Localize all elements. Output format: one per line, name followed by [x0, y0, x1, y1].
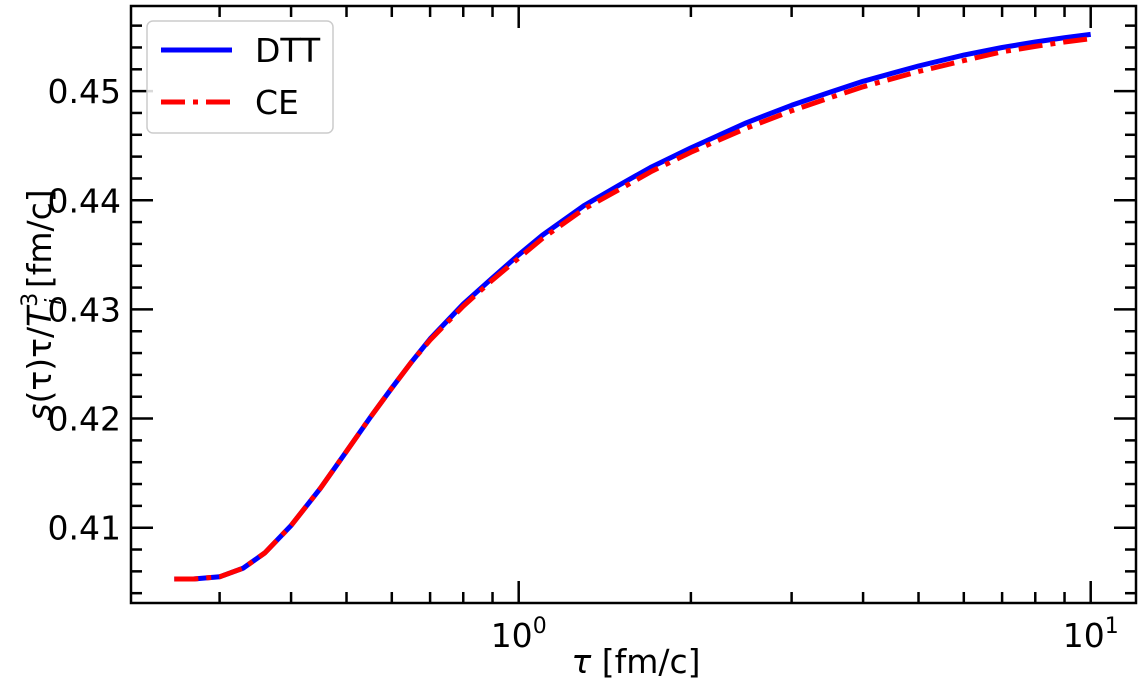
- legend-label-ce: CE: [255, 83, 299, 122]
- y-tick-label: 0.43: [48, 290, 121, 329]
- x-axis-unit: [fm/c]: [591, 642, 700, 681]
- y-tick-label: 0.41: [48, 509, 121, 548]
- y-tick-label: 0.45: [48, 72, 121, 111]
- y-axis-T: T: [20, 304, 59, 327]
- x-axis-symbol: τ: [571, 642, 592, 681]
- legend: DTT CE: [146, 20, 334, 134]
- ticks-group: [131, 6, 1136, 603]
- series-line-dtt: [174, 31, 1092, 582]
- y-tick-label: 0.44: [48, 181, 121, 220]
- x-tick-label: 100: [491, 614, 547, 655]
- x-tick-label: 101: [1063, 614, 1119, 655]
- y-axis-s: s: [20, 403, 59, 420]
- x-axis-label: τ [fm/c]: [571, 642, 700, 681]
- lines-group: [174, 31, 1092, 582]
- legend-label-dtt: DTT: [255, 31, 321, 70]
- y-tick-label: 0.42: [48, 400, 121, 439]
- y-axis-superscript: 3: [18, 293, 43, 307]
- y-axis-arg: (τ)τ/: [20, 326, 59, 403]
- series-line-ce: [174, 36, 1092, 582]
- plot-frame: [129, 4, 1138, 605]
- y-axis-subscript: i: [42, 299, 67, 305]
- x-tick-label-exponent: 0: [533, 614, 547, 639]
- y-axis-unit: [fm/c]: [20, 189, 59, 298]
- x-tick-label-exponent: 1: [1105, 614, 1119, 639]
- y-axis-label: s(τ)τ/T3i [fm/c]: [18, 189, 67, 420]
- x-tick-label-base: 10: [1063, 616, 1105, 655]
- x-tick-label-base: 10: [491, 616, 533, 655]
